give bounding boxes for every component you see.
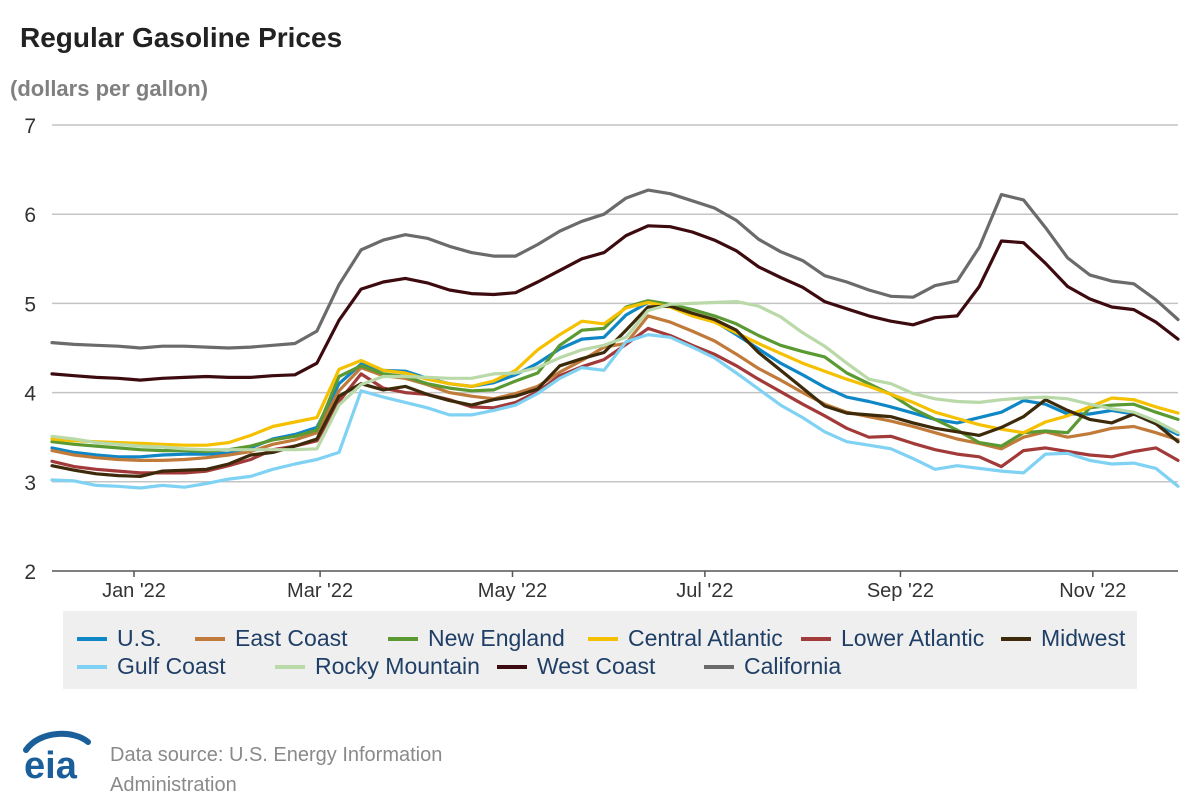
legend-label: Central Atlantic — [628, 625, 783, 651]
legend-label: Lower Atlantic — [841, 625, 985, 651]
legend-item-east-coast: East Coast — [195, 625, 348, 652]
x-tick-label: Jul '22 — [676, 580, 733, 602]
y-tick-label: 3 — [24, 472, 36, 495]
legend-swatch — [388, 636, 418, 641]
legend-label: Gulf Coast — [117, 653, 226, 679]
svg-text:eia: eia — [24, 745, 78, 783]
legend-item-central-atlantic: Central Atlantic — [588, 625, 783, 652]
legend-item-west-coast: West Coast — [497, 653, 655, 680]
legend-label: Rocky Mountain — [315, 653, 480, 679]
legend-swatch — [77, 664, 107, 669]
chart-legend: U.S. East Coast New England Central Atlanti… — [63, 611, 1137, 689]
legend-label: East Coast — [235, 625, 348, 651]
series-line-central-atlantic — [50, 300, 1180, 447]
line-chart: 2 3 4 5 6 7 Jan '22 Mar '22 May '22 Jul '22 Sep '2… — [24, 115, 1180, 602]
series-line-rocky-mountain — [50, 300, 1180, 452]
y-axis-unit-label: (dollars per gallon) — [10, 76, 209, 101]
x-tick-label: May '22 — [478, 580, 547, 602]
legend-swatch — [801, 636, 831, 641]
legend-label: U.S. — [117, 625, 162, 651]
legend-swatch — [497, 664, 527, 669]
legend-swatch — [195, 636, 225, 641]
eia-logo-icon: eia — [23, 730, 91, 787]
x-tick-label: Nov '22 — [1059, 580, 1126, 602]
legend-item-rocky-mountain: Rocky Mountain — [275, 653, 480, 680]
series-line-u-s — [50, 300, 1180, 459]
legend-swatch — [275, 664, 305, 669]
y-tick-label: 5 — [24, 293, 36, 316]
y-tick-label: 6 — [24, 204, 36, 227]
data-source-line-2: Administration — [110, 774, 237, 796]
legend-swatch — [77, 636, 107, 641]
series-line-lower-atlantic — [50, 326, 1180, 475]
y-tick-label: 7 — [24, 115, 36, 138]
legend-item-gulf-coast: Gulf Coast — [77, 653, 226, 680]
legend-swatch — [588, 636, 618, 641]
chart-title: Regular Gasoline Prices — [20, 22, 343, 53]
series-line-west-coast — [50, 224, 1180, 382]
y-tick-label: 2 — [24, 561, 36, 584]
legend-label: California — [744, 653, 842, 679]
series-line-gulf-coast — [50, 333, 1180, 490]
data-source-line-1: Data source: U.S. Energy Information — [110, 744, 443, 766]
legend-swatch — [1001, 636, 1031, 641]
legend-label: New England — [428, 625, 565, 651]
eia-logo: eia — [22, 728, 97, 788]
legend-item-new-england: New England — [388, 625, 565, 652]
x-tick-label: Mar '22 — [287, 580, 353, 602]
legend-swatch — [704, 664, 734, 669]
legend-label: Midwest — [1041, 625, 1126, 651]
legend-item-lower-atlantic: Lower Atlantic — [801, 625, 984, 652]
legend-item-u-s: U.S. — [77, 625, 162, 652]
legend-item-midwest: Midwest — [1001, 625, 1125, 652]
x-tick-label: Jan '22 — [102, 580, 166, 602]
series-line-california — [50, 188, 1180, 350]
series-line-east-coast — [50, 314, 1180, 462]
x-tick-label: Sep '22 — [867, 580, 934, 602]
legend-item-california: California — [704, 653, 841, 680]
legend-label: West Coast — [537, 653, 656, 679]
y-tick-label: 4 — [24, 383, 36, 406]
data-source-note: Data source: U.S. Energy Information Adm… — [110, 740, 510, 800]
